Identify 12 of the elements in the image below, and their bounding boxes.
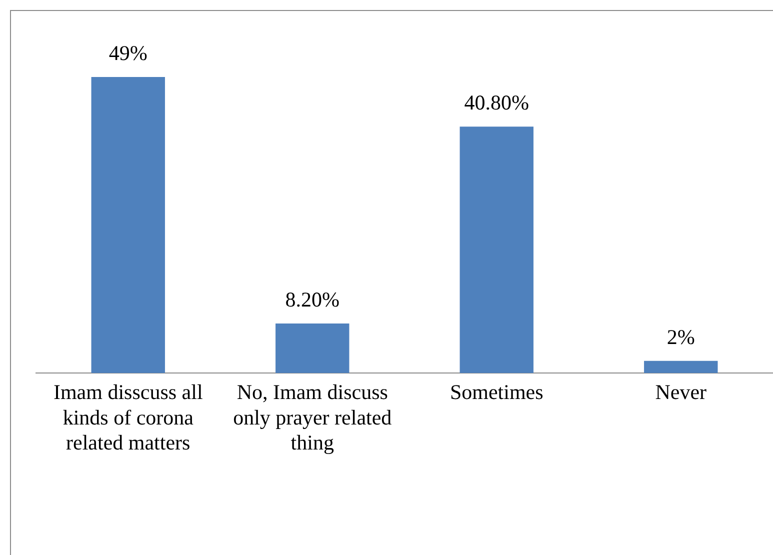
data-label: 2% xyxy=(666,324,695,349)
bar xyxy=(276,323,350,373)
data-label: 40.80% xyxy=(464,90,529,115)
x-tick-label: Imam disscuss all kinds of corona related matters xyxy=(53,380,203,455)
x-tick-label: Never xyxy=(655,380,707,404)
x-tick-label: No, Imam discuss only prayer related thing xyxy=(233,380,392,455)
data-label: 49% xyxy=(108,41,148,66)
data-label: 8.20% xyxy=(285,287,340,312)
bar xyxy=(644,360,718,373)
x-tick-label: Sometimes xyxy=(450,380,544,404)
bar xyxy=(460,126,534,373)
bar xyxy=(91,77,165,373)
